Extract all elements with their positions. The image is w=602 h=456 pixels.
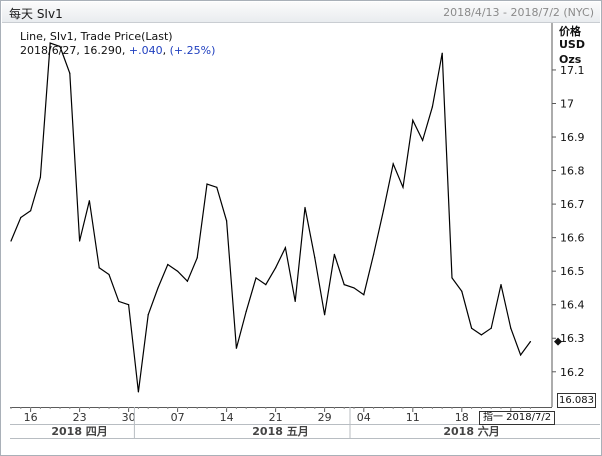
- data-point: [451, 277, 453, 279]
- data-point: [265, 283, 267, 286]
- data-point: [30, 210, 32, 212]
- data-point: [20, 216, 22, 219]
- y-tick-label: 17: [560, 97, 574, 110]
- y-tick-label: 16.6: [560, 232, 585, 245]
- data-point: [118, 300, 120, 302]
- x-tick-label: 18: [455, 411, 469, 424]
- x-tick-label: 29: [318, 411, 332, 424]
- data-point: [98, 267, 100, 269]
- y-tick-label: 17.1: [560, 64, 585, 77]
- last-price-tag: 16.083: [557, 393, 596, 408]
- data-point: [529, 341, 532, 343]
- legend-change: +.040: [128, 44, 163, 57]
- data-point: [353, 287, 355, 289]
- data-point: [69, 72, 71, 74]
- legend-readout: 2018/6/27, 16.290, +.040, (+.25%): [20, 44, 216, 57]
- data-point: [294, 300, 296, 302]
- data-point: [402, 186, 404, 188]
- data-point: [373, 253, 375, 256]
- data-point: [471, 327, 473, 329]
- data-point: [216, 186, 218, 188]
- data-point: [363, 294, 365, 296]
- legend-change-pct: (+.25%): [169, 44, 216, 57]
- data-point: [157, 287, 159, 289]
- data-point: [431, 106, 433, 108]
- x-tick-label: 21: [269, 411, 283, 424]
- y-tick-label: 16.7: [560, 198, 585, 211]
- data-point: [196, 257, 198, 259]
- legend-series: Line, SIv1, Trade Price(Last): [20, 30, 173, 43]
- window-title: 每天 SIv1: [9, 7, 63, 21]
- last-value-marker: [554, 337, 562, 346]
- x-tick-label: 23: [73, 411, 87, 424]
- data-point: [304, 206, 306, 209]
- month-label: 2018 五月: [252, 425, 308, 438]
- y-tick-label: 16.2: [560, 366, 585, 379]
- data-point: [461, 290, 463, 292]
- data-point: [206, 183, 208, 185]
- data-point: [10, 240, 12, 242]
- x-tick-label: 07: [171, 411, 185, 424]
- data-point: [39, 176, 42, 178]
- data-point: [500, 283, 502, 286]
- data-point: [79, 240, 81, 242]
- data-point: [88, 200, 90, 202]
- data-point: [510, 327, 512, 329]
- cursor-date-tag: 指一 2018/7/2: [479, 411, 556, 425]
- legend-price: 16.290: [83, 44, 122, 57]
- data-point: [324, 314, 326, 316]
- data-point: [392, 163, 394, 165]
- title-bar: 每天 SIv1 2018/4/13 - 2018/7/2 (NYC): [2, 2, 600, 23]
- data-point: [480, 334, 482, 336]
- month-label: 2018 四月: [51, 425, 107, 438]
- x-tick-label: 11: [406, 411, 420, 424]
- data-point: [226, 220, 228, 222]
- x-tick-label: 16: [24, 411, 38, 424]
- data-point: [108, 273, 110, 276]
- y-tick-label: 16.4: [560, 299, 585, 312]
- data-point: [343, 283, 345, 286]
- data-point: [235, 347, 237, 349]
- data-point: [490, 327, 492, 329]
- y-tick-label: 16.8: [560, 165, 585, 178]
- data-point: [186, 280, 188, 282]
- y-tick-label: 16.5: [560, 265, 585, 278]
- data-point: [137, 391, 139, 393]
- y-tick-label: 16.9: [560, 131, 585, 144]
- data-point: [382, 210, 384, 212]
- data-point: [314, 257, 316, 259]
- y-tick-label: 16.3: [560, 332, 585, 345]
- unit-label-ounces: Ozs: [559, 53, 582, 66]
- month-label: 2018 六月: [443, 424, 499, 438]
- series-line-siv1: [10, 42, 531, 392]
- data-point: [255, 277, 257, 279]
- data-point: [167, 263, 169, 266]
- x-tick-label: 04: [357, 411, 371, 424]
- data-point: [422, 139, 424, 141]
- data-point: [520, 354, 522, 356]
- x-tick-label: 14: [220, 411, 234, 424]
- x-tick-label: 30: [122, 411, 136, 424]
- data-point: [128, 304, 130, 306]
- legend-date: 2018/6/27: [20, 44, 77, 57]
- data-point: [333, 253, 335, 256]
- data-point: [275, 267, 277, 269]
- date-range: 2018/4/13 - 2018/7/2 (NYC): [443, 6, 594, 19]
- data-point: [147, 314, 149, 316]
- data-point: [284, 247, 286, 249]
- data-point: [59, 45, 61, 48]
- data-point: [441, 52, 443, 54]
- data-point: [49, 42, 51, 44]
- data-point: [245, 310, 247, 313]
- unit-label-currency: USD: [559, 38, 585, 51]
- data-point: [177, 270, 179, 272]
- data-point: [412, 119, 414, 121]
- unit-label-price: 价格: [559, 25, 581, 38]
